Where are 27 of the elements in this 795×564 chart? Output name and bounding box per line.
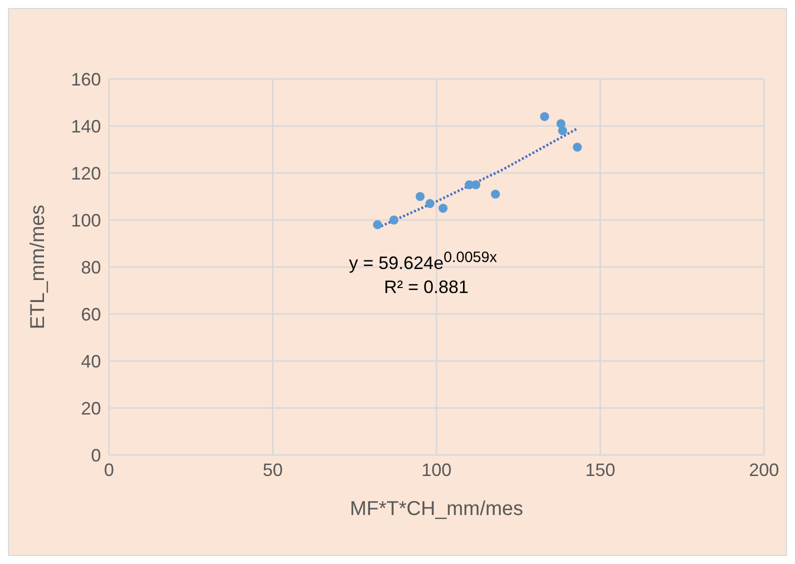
y-tick-label: 0 (90, 445, 101, 466)
y-tick-label: 40 (80, 351, 101, 372)
point (540, 112, 550, 122)
point (425, 199, 434, 208)
x-tick-label: 0 (104, 460, 114, 480)
y-axis-title: ETL_mm/mes (27, 204, 50, 330)
point (558, 126, 568, 136)
point (373, 220, 382, 230)
x-axis-title: MF*T*CH_mm/mes (350, 498, 524, 520)
y-tick-label: 60 (80, 304, 101, 324)
y-tick-label: 160 (70, 69, 101, 90)
annotation: R² = 0.881 (384, 277, 469, 298)
x-tick-label: 200 (748, 460, 780, 480)
point (416, 192, 425, 202)
annotation: y = 59.624e$^{0.0059x}$ (349, 249, 497, 274)
x-tick-label: 150 (585, 460, 616, 480)
y-tick-label: 20 (80, 398, 101, 418)
point (490, 190, 500, 199)
point (389, 215, 398, 225)
y-tick-label: 140 (70, 116, 101, 136)
point (438, 204, 448, 213)
y-tick-label: 100 (70, 210, 101, 230)
x-tick-label: 100 (421, 460, 452, 480)
y-tick-label: 120 (70, 163, 101, 184)
point (572, 142, 582, 152)
x-tick-label: 50 (262, 460, 283, 480)
y-tick-label: 80 (80, 257, 101, 278)
